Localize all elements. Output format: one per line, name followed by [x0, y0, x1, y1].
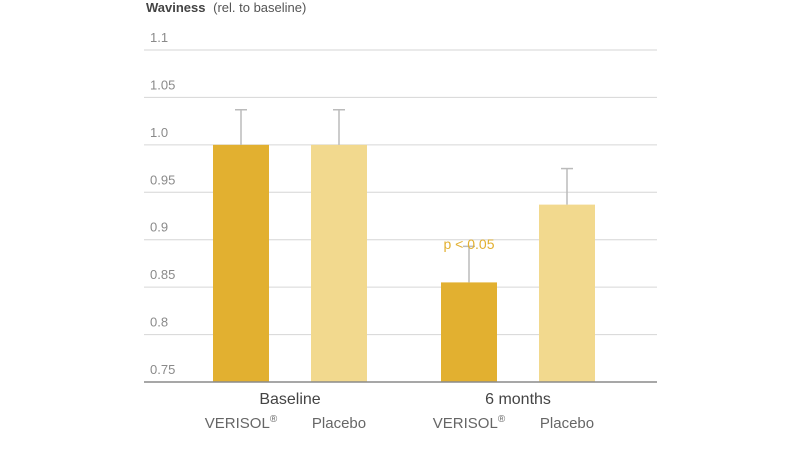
bar-verisol-1: [441, 282, 497, 382]
y-tick-label: 0.95: [150, 172, 175, 187]
y-tick-label: 0.9: [150, 220, 168, 235]
series-label: Placebo: [540, 415, 594, 432]
series-name: VERISOL: [433, 415, 498, 432]
category-label: Baseline: [259, 391, 320, 408]
y-tick-label: 0.8: [150, 315, 168, 330]
y-tick-labels: 0.75 0.8 0.85 0.9 0.95 1.0 1.05 1.1: [150, 30, 175, 377]
error-bars: [235, 109, 573, 283]
series-name: VERISOL: [205, 415, 270, 432]
annotations: p < 0.05: [444, 236, 495, 252]
series-label: Placebo: [312, 415, 366, 432]
y-axis-note: (rel. to baseline): [213, 0, 306, 15]
y-axis-label: Waviness (rel. to baseline): [146, 0, 306, 15]
bar-placebo-0: [311, 144, 367, 382]
y-axis-title: Waviness: [146, 0, 206, 15]
bar-placebo-1: [539, 204, 595, 382]
registered-mark: ®: [270, 414, 278, 425]
series-name: Placebo: [540, 415, 594, 432]
series-name: Placebo: [312, 415, 366, 432]
y-tick-label: 1.1: [150, 30, 168, 45]
category-label: 6 months: [485, 391, 551, 408]
y-tick-label: 1.05: [150, 77, 175, 92]
y-tick-label: 1.0: [150, 125, 168, 140]
y-tick-label: 0.75: [150, 362, 175, 377]
registered-mark: ®: [498, 414, 506, 425]
bar-verisol-0: [213, 144, 269, 382]
bars: [213, 144, 595, 382]
y-tick-label: 0.85: [150, 267, 175, 282]
series-label: VERISOL®: [433, 414, 506, 432]
p-value-annotation: p < 0.05: [444, 236, 495, 252]
series-label: VERISOL®: [205, 414, 278, 432]
